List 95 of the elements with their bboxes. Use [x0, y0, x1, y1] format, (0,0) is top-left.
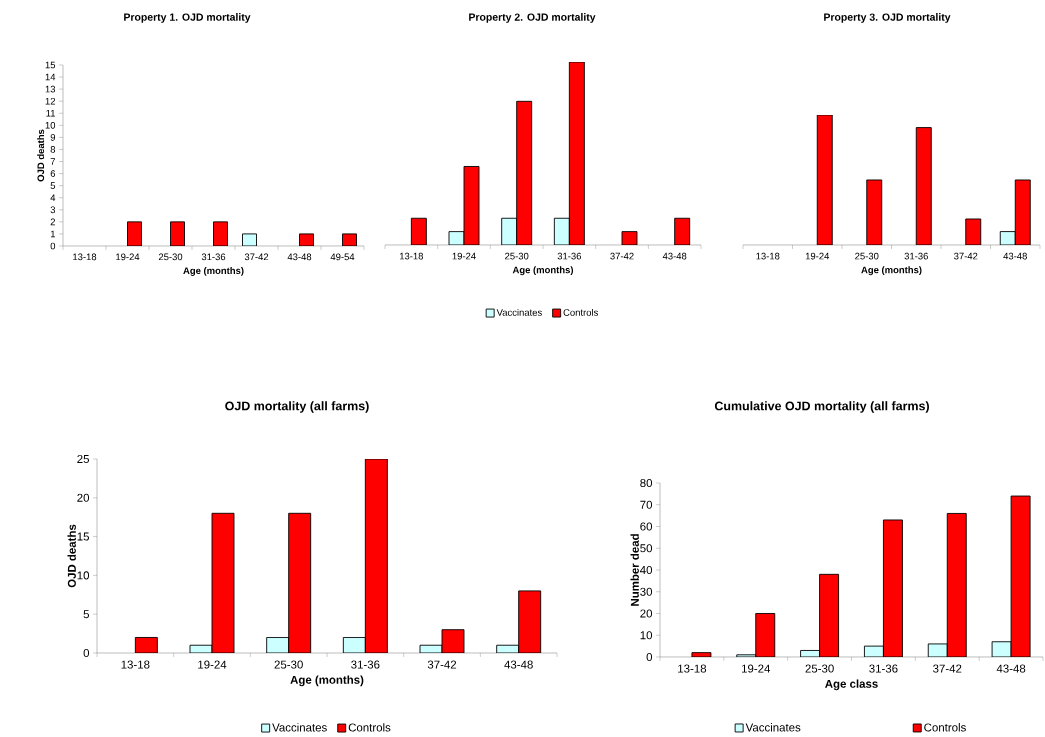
x-tick-label: 43-48 — [287, 253, 312, 261]
x-tick-label: 37-42 — [954, 252, 978, 260]
y-tick-label: 2 — [50, 218, 56, 226]
x-tick-label: 25-30 — [855, 252, 879, 260]
x-tick-label: 43-48 — [504, 660, 533, 669]
y-tick-label: 60 — [640, 522, 653, 531]
x-tick-label: 43-48 — [1003, 252, 1027, 260]
y-tick-label: 50 — [640, 544, 653, 553]
chart-title: Property 2. OJD mortality — [469, 13, 596, 23]
chart-title: OJD mortality (all farms) — [225, 401, 369, 413]
x-axis-title: Age (months) — [861, 266, 922, 276]
x-tick-label: 19-24 — [198, 660, 227, 669]
y-axis-title: Number dead — [630, 534, 639, 606]
x-tick-label: 13-18 — [121, 660, 150, 669]
bar — [364, 458, 388, 653]
x-tick-label: 13-18 — [678, 664, 707, 673]
x-tick-label: 25-30 — [274, 660, 303, 669]
x-tick-label: 37-42 — [610, 252, 634, 260]
legend-label: Controls — [924, 723, 966, 732]
y-tick-label: 7 — [50, 158, 56, 165]
x-tick-label: 19-24 — [116, 253, 140, 261]
bar — [882, 519, 903, 657]
y-tick-label: 14 — [45, 73, 56, 81]
bar — [1014, 179, 1031, 245]
y-tick-label: 3 — [50, 206, 56, 214]
x-tick-label: 13-18 — [399, 252, 424, 260]
bar — [915, 127, 932, 245]
y-tick-label: 6 — [50, 170, 56, 177]
y-tick-label: 0 — [646, 652, 653, 662]
y-tick-label: 9 — [50, 134, 56, 141]
y-tick-label: 12 — [45, 97, 56, 105]
y-tick-label: 10 — [640, 631, 653, 640]
y-tick-label: 5 — [50, 182, 56, 189]
x-axis-title: Age class — [825, 679, 878, 691]
y-tick-label: 13 — [45, 85, 56, 93]
y-tick-label: 25 — [77, 454, 90, 464]
x-tick-label: 37-42 — [933, 664, 962, 673]
x-tick-label: 25-30 — [158, 253, 183, 261]
x-axis-title: Age (months) — [290, 675, 364, 687]
legend-label: Vaccinates — [745, 723, 801, 732]
bar — [816, 114, 833, 245]
bar — [819, 573, 840, 657]
x-tick-label: 31-36 — [869, 664, 898, 673]
x-tick-label: 13-18 — [756, 252, 780, 260]
legend-label: Controls — [563, 308, 598, 316]
legend-label: Controls — [348, 723, 391, 732]
x-tick-label: 25-30 — [505, 252, 529, 260]
y-tick-label: 15 — [45, 61, 56, 69]
x-tick-label: 31-36 — [904, 252, 928, 260]
y-tick-label: 20 — [77, 493, 90, 502]
y-tick-label: 11 — [46, 109, 56, 117]
x-tick-label: 43-48 — [996, 664, 1026, 673]
x-tick-label: 19-24 — [805, 252, 830, 260]
x-tick-label: 49-54 — [330, 253, 355, 261]
x-tick-label: 43-48 — [662, 252, 687, 260]
legend-label: Vaccinates — [272, 723, 327, 732]
chart-title: Property 3. OJD mortality — [824, 13, 951, 23]
y-tick-label: 4 — [50, 194, 56, 201]
y-tick-label: 10 — [45, 121, 56, 129]
chart-title: Cumulative OJD mortality (all farms) — [714, 401, 929, 413]
y-tick-label: 40 — [640, 565, 653, 575]
bar — [518, 590, 542, 653]
bar — [755, 613, 776, 657]
x-tick-label: 31-36 — [351, 660, 380, 669]
x-tick-label: 37-42 — [244, 253, 269, 261]
y-tick-label: 30 — [640, 587, 653, 596]
y-axis-title: OJD deaths — [67, 524, 76, 588]
y-tick-label: 70 — [640, 500, 653, 509]
x-tick-label: 13-18 — [73, 253, 97, 261]
x-tick-label: 25-30 — [805, 664, 834, 673]
x-tick-label: 31-36 — [201, 253, 226, 261]
x-axis-title: Age (months) — [512, 266, 574, 276]
y-tick-label: 0 — [83, 648, 90, 658]
y-tick-label: 15 — [77, 532, 90, 541]
y-tick-label: 5 — [83, 610, 90, 619]
y-tick-label: 0 — [50, 242, 56, 250]
chart-title: Property 1. OJD mortality — [124, 13, 251, 23]
y-tick-label: 10 — [77, 571, 90, 580]
x-tick-label: 19-24 — [452, 252, 476, 260]
x-tick-label: 19-24 — [741, 664, 771, 673]
x-tick-label: 31-36 — [557, 252, 582, 260]
bar — [866, 179, 883, 245]
bar — [211, 512, 235, 653]
bar — [946, 512, 967, 657]
legend-label: Vaccinates — [496, 308, 542, 316]
bar — [568, 61, 585, 245]
x-axis-title: Age (months) — [183, 267, 244, 276]
bar — [516, 100, 533, 245]
y-axis-title: OJD deaths — [37, 129, 45, 182]
y-tick-label: 8 — [50, 146, 56, 153]
y-tick-label: 20 — [640, 609, 653, 618]
bar — [288, 512, 312, 653]
y-tick-label: 80 — [640, 478, 653, 488]
y-tick-label: 1 — [50, 230, 56, 238]
x-tick-label: 37-42 — [427, 660, 457, 669]
